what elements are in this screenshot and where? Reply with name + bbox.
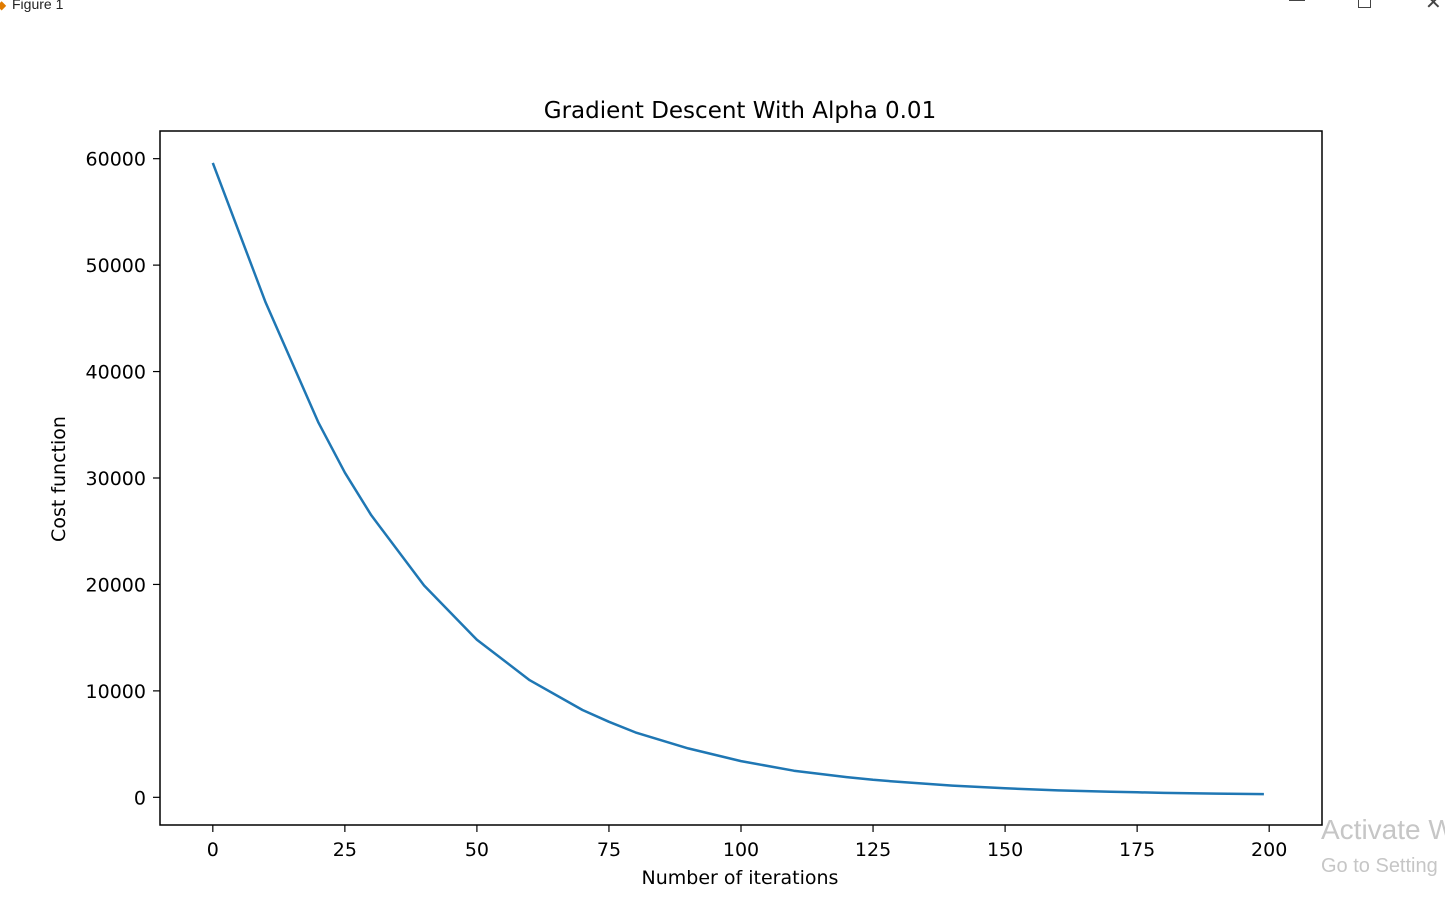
plot-area xyxy=(159,130,1323,826)
maximize-button[interactable] xyxy=(1358,0,1378,12)
minimize-icon xyxy=(1289,0,1305,1)
x-tick-label: 175 xyxy=(1119,839,1155,861)
y-tick-label: 0 xyxy=(134,787,146,809)
x-tick-label: 125 xyxy=(855,839,891,861)
x-tick-label: 200 xyxy=(1251,839,1287,861)
close-button[interactable]: ✕ xyxy=(1425,0,1445,12)
matplotlib-icon: ◆ xyxy=(0,0,7,12)
y-tick-label: 60000 xyxy=(86,149,146,171)
maximize-icon xyxy=(1358,0,1371,8)
window-titlebar: ◆ Figure 1 ✕ xyxy=(0,0,1445,14)
activation-watermark-line2: Go to Setting xyxy=(1321,855,1438,877)
y-tick-label: 50000 xyxy=(86,255,146,277)
series-line xyxy=(211,162,1264,796)
x-tick-label: 75 xyxy=(597,839,621,861)
series-group xyxy=(211,162,1264,796)
x-axis: 0 25 50 75 100 125 150 175 200 xyxy=(207,825,1287,861)
activation-watermark-line1: Activate W xyxy=(1321,814,1445,845)
y-axis-label: Cost function xyxy=(48,416,70,542)
y-tick-label: 40000 xyxy=(86,362,146,384)
x-tick-label: 50 xyxy=(465,839,489,861)
x-tick-label: 100 xyxy=(723,839,759,861)
x-tick-label: 150 xyxy=(987,839,1023,861)
chart-title: Gradient Descent With Alpha 0.01 xyxy=(544,98,936,124)
x-axis-label: Number of iterations xyxy=(642,867,839,889)
y-tick-label: 10000 xyxy=(86,681,146,703)
close-icon: ✕ xyxy=(1425,0,1442,14)
window-title: Figure 1 xyxy=(12,0,64,12)
y-axis: 0 10000 20000 30000 40000 50000 60000 xyxy=(86,149,160,809)
x-tick-label: 25 xyxy=(333,839,357,861)
y-tick-label: 30000 xyxy=(86,468,146,490)
y-tick-label: 20000 xyxy=(86,574,146,596)
minimize-button[interactable] xyxy=(1289,0,1309,12)
x-tick-label: 0 xyxy=(207,839,219,861)
